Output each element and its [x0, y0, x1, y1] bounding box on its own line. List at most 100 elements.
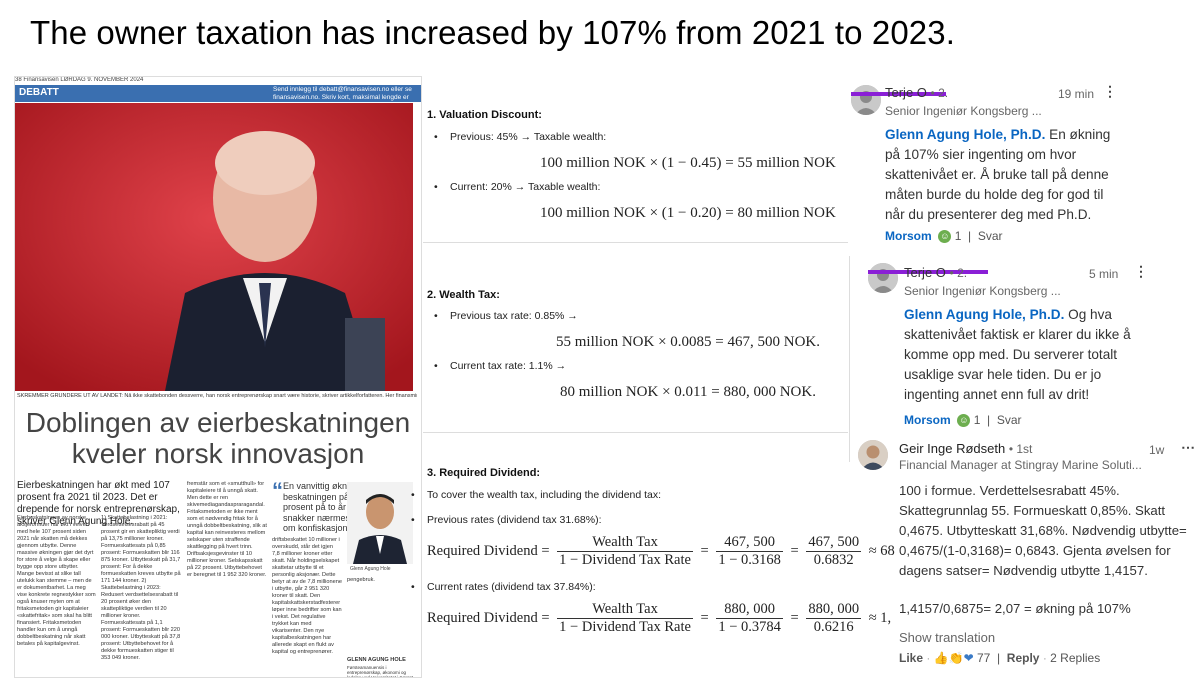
thread-line [849, 256, 850, 462]
comment-2-reaction-button[interactable]: Morsom [904, 413, 951, 427]
fraction-denominator: 1 − 0.3784 [718, 619, 781, 635]
fraction-numerator: 467, 500 [806, 534, 862, 552]
comment-2-mention[interactable]: Glenn Agung Hole, Ph.D. [904, 307, 1065, 322]
newspaper-photo [15, 103, 413, 391]
headline-line-1: Doblingen av eierbeskatningen [25, 407, 411, 438]
comment-3-text: 100 i formue. Verdettelsesrabatt 45%. Sk… [899, 481, 1199, 619]
laugh-reaction-icon: ☺ [938, 230, 952, 244]
comment-1-author-name[interactable]: Terje O [885, 85, 927, 100]
newspaper-section-label: DEBATT [19, 87, 59, 98]
comment-3-more-icon[interactable]: ⋯ [1181, 439, 1195, 455]
newspaper-byline-sub: Førsteamanuensis i entreprenørskap, økon… [347, 665, 415, 677]
newspaper-pullquote: En vanvittig økning i beskatningen på 10… [283, 481, 367, 533]
valuation-previous-formula: 100 million NOK × (1 − 0.45) = 55 millio… [540, 155, 836, 171]
formula-fraction-values: 880, 000 1 − 0.3784 [716, 601, 783, 636]
comment-3-replies-link[interactable]: 2 Replies [1050, 651, 1101, 665]
article-column-5: pengebruk. [347, 577, 375, 583]
fraction-denominator: 0.6216 [813, 619, 854, 635]
divider-2 [423, 432, 848, 433]
headline-line-2: kveler norsk innovasjon [71, 438, 365, 469]
commenter-avatar[interactable] [858, 440, 888, 470]
fraction-denominator: 1 − 0.3168 [718, 552, 781, 568]
comment-2-time: 5 min [1089, 267, 1119, 281]
formula-result: ≈ 1, [868, 609, 892, 626]
pullquote-mark: “ [272, 478, 283, 503]
wealth-tax-current-formula: 80 million NOK × 0.011 = 880, 000 NOK. [560, 384, 816, 400]
formula-equals: = [790, 609, 799, 626]
comment-1-author[interactable]: Terje O • 2. [885, 85, 948, 100]
comment-1-text: Glenn Agung Hole, Ph.D. En økning på 107… [885, 125, 1125, 225]
minister-photo-illustration [15, 103, 413, 391]
comment-2-reply-button[interactable]: Svar [996, 413, 1022, 427]
comment-1-mention[interactable]: Glenn Agung Hole, Ph.D. [885, 127, 1046, 142]
slide-title: The owner taxation has increased by 107%… [30, 14, 955, 51]
commenter-avatar[interactable] [851, 85, 881, 115]
fraction-denominator: 1 − Dividend Tax Rate [559, 552, 691, 568]
wealth-tax-previous-label: Previous tax rate: 0.85% → [434, 310, 578, 322]
comment-2-body: Og hva skattenivået faktisk er klarer du… [904, 307, 1131, 402]
laugh-reaction-icon: ☺ [957, 414, 971, 428]
fraction-numerator: Wealth Tax [557, 601, 693, 619]
formula-fraction-general: Wealth Tax 1 − Dividend Tax Rate [557, 601, 693, 636]
comment-3-author[interactable]: Geir Inge Rødseth • 1st [899, 441, 1032, 456]
author-portrait-caption: Glenn Agung Hole [350, 566, 391, 572]
comment-3-line: 1,4157/0,6875= 2,07 = økning på 107% [899, 601, 1131, 616]
fraction-denominator: 1 − Dividend Tax Rate [559, 619, 691, 635]
comment-2-text: Glenn Agung Hole, Ph.D. Og hva skatteniv… [904, 305, 1144, 405]
comment-3-actions: Like · 👍👏❤ 77 | Reply · 2 Replies [899, 651, 1101, 665]
dividend-current-label: Current rates (dividend tax 37.84%): [411, 581, 596, 593]
comment-3-degree: • 1st [1008, 442, 1033, 456]
comment-3-reaction-count[interactable]: 77 [976, 651, 991, 665]
dividend-previous-formula: Required Dividend = Wealth Tax 1 − Divide… [427, 534, 895, 569]
newspaper-photo-caption: SKREMMER GRÜNDERE UT AV LANDET: Nå ikke … [17, 393, 417, 399]
comment-1-reaction-count[interactable]: 1 [954, 229, 962, 243]
author-portrait-illustration [347, 482, 413, 564]
comment-1-degree: • 2. [930, 86, 949, 100]
wealth-tax-heading: 2. Wealth Tax: [427, 289, 500, 301]
comment-1-more-icon[interactable]: ⋮ [1103, 83, 1117, 99]
comment-3-line: Skattegrunnlag 55. Formueskatt 0,85%. Sk… [899, 503, 1166, 518]
comment-3-time: 1w [1149, 443, 1165, 457]
comment-3-reply-button[interactable]: Reply [1006, 651, 1040, 665]
comment-2-author-name[interactable]: Terje O [904, 265, 946, 280]
fraction-denominator: 0.6832 [813, 552, 854, 568]
formula-equals: = [700, 542, 709, 559]
comment-1-headline: Senior Ingeniør Kongsberg ... [885, 104, 1042, 118]
dividend-previous-label: Previous rates (dividend tax 31.68%): [411, 514, 601, 526]
reaction-icons: 👍👏❤ [933, 651, 974, 665]
newspaper-ingress: Eierbeskatningen har økt med 107 prosent… [17, 480, 180, 527]
formula-fraction-values: 467, 500 1 − 0.3168 [716, 534, 783, 569]
divider-1 [423, 242, 848, 243]
article-column-2: 1) Skattebelastning i 2021: Verdsettelse… [101, 515, 181, 661]
comment-2-author[interactable]: Terje O • 2. [904, 265, 967, 280]
comment-1-actions: Morsom ☺ 1 | Svar [885, 229, 1003, 244]
comment-3-line: dagens satser= Nødvendig utbytte 1,4157. [899, 563, 1148, 578]
comment-1-reaction-button[interactable]: Morsom [885, 229, 932, 243]
comment-3-line: 0,4675. Utbytteskatt 31,68%. Nødvendig u… [899, 523, 1187, 538]
comment-1-reply-button[interactable]: Svar [977, 229, 1003, 243]
redaction-bar [851, 92, 946, 96]
comment-3-author-name[interactable]: Geir Inge Rødseth [899, 441, 1006, 456]
formula-equals: = [700, 609, 709, 626]
comment-3-show-translation[interactable]: Show translation [899, 630, 996, 645]
comment-2-more-icon[interactable]: ⋮ [1134, 263, 1148, 279]
commenter-avatar[interactable] [868, 263, 898, 293]
valuation-previous-label: Previous: 45% → Taxable wealth: [434, 131, 606, 143]
formula-fraction-general: Wealth Tax 1 − Dividend Tax Rate [557, 534, 693, 569]
newspaper-headline: Doblingen av eierbeskatningen kveler nor… [15, 407, 421, 469]
wealth-tax-current-label: Current tax rate: 1.1% → [434, 360, 566, 372]
comment-2-headline: Senior Ingeniør Kongsberg ... [904, 284, 1061, 298]
dividend-intro: To cover the wealth tax, including the d… [411, 489, 661, 501]
newspaper-clipping: 38 Finansavisen LØRDAG 9. NOVEMBER 2024 … [14, 76, 422, 678]
comment-3-like-button[interactable]: Like [899, 651, 924, 665]
formula-lhs: Required Dividend = [427, 542, 550, 559]
valuation-current-formula: 100 million NOK × (1 − 0.20) = 80 millio… [540, 205, 836, 221]
fraction-numerator: Wealth Tax [557, 534, 693, 552]
fraction-numerator: 880, 000 [806, 601, 862, 619]
newspaper-section-bar: DEBATT Send innlegg til debatt@finansavi… [15, 85, 421, 109]
wealth-tax-previous-formula: 55 million NOK × 0.0085 = 467, 500 NOK. [556, 334, 821, 350]
comment-2-reaction-count[interactable]: 1 [973, 413, 981, 427]
formula-equals: = [790, 542, 799, 559]
comment-3-line: 100 i formue. Verdettelsesrabatt 45%. [899, 483, 1120, 498]
redaction-bar [868, 270, 988, 274]
